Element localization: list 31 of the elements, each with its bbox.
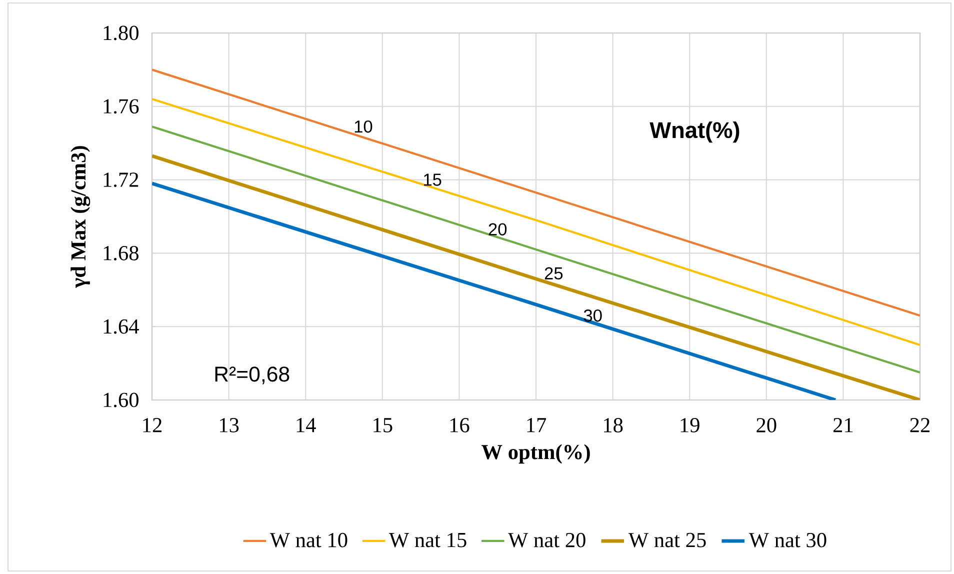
x-tick-label: 14 (296, 418, 316, 432)
y-tick-label: 1.72 (104, 172, 138, 187)
annotation: 15 (424, 174, 442, 186)
legend-label: W nat 15 (388, 532, 466, 548)
x-tick-label: 12 (143, 418, 162, 432)
y-tick-label: 1.68 (104, 246, 138, 260)
annotation: 30 (584, 309, 602, 322)
x-tick-label: 20 (756, 418, 776, 432)
x-tick-label: 22 (910, 418, 930, 432)
y-tick-label: 1.80 (104, 26, 138, 40)
x-tick-label: 16 (450, 418, 470, 432)
y-tick-label: 1.60 (104, 392, 138, 408)
y-tick-label: 1.76 (104, 99, 139, 114)
legend-label: W nat 20 (508, 532, 586, 548)
annotation: Wnat(%) (650, 122, 740, 143)
y-axis-title: γd Max (g/cm3) (70, 146, 90, 288)
annotation: 10 (354, 120, 372, 133)
x-axis-title: W optm(%) (481, 444, 590, 464)
annotation: 20 (488, 223, 507, 236)
x-tick-label: 15 (374, 418, 392, 432)
legend-label: W nat 10 (270, 532, 348, 548)
annotation: R²=0,68 (215, 366, 290, 384)
y-tick-label: 1.64 (104, 319, 139, 334)
annotation: 25 (544, 267, 563, 280)
x-tick-label: 18 (604, 418, 623, 432)
x-tick-label: 19 (680, 418, 700, 432)
x-tick-label: 21 (833, 418, 853, 432)
legend-label: W nat 25 (628, 532, 706, 548)
legend-label: W nat 30 (748, 532, 826, 548)
x-tick-label: 13 (220, 418, 239, 432)
x-tick-label: 17 (527, 418, 546, 432)
